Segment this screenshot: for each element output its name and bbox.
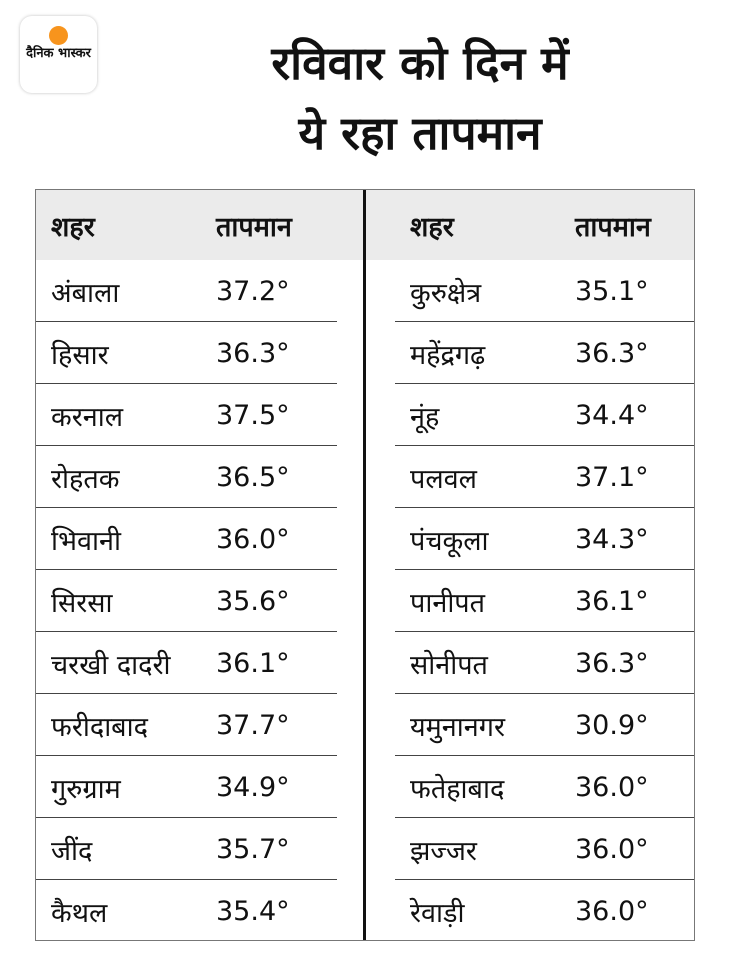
city-name: करनाल <box>51 401 124 433</box>
header-city: शहर <box>51 211 95 243</box>
table-row: सोनीपत 36.3° <box>365 632 694 694</box>
temperature-value: 36.3° <box>575 647 649 679</box>
table-row: पलवल 37.1° <box>365 446 694 508</box>
title-line-2: ये रहा तापमान <box>298 106 542 160</box>
header-city: शहर <box>410 211 454 243</box>
temperature-value: 36.0° <box>575 895 649 927</box>
city-name: रोहतक <box>51 463 120 495</box>
city-name: सोनीपत <box>410 649 488 681</box>
column-divider <box>363 190 366 940</box>
temperature-value: 36.3° <box>216 337 290 369</box>
table-header: शहर तापमान <box>36 190 365 260</box>
table-row: फतेहाबाद 36.0° <box>365 756 694 818</box>
city-name: सिरसा <box>51 587 113 619</box>
table-row: पानीपत 36.1° <box>365 570 694 632</box>
table-row: झज्जर 36.0° <box>365 818 694 880</box>
temperature-value: 36.0° <box>216 523 290 555</box>
temperature-value: 30.9° <box>575 709 649 741</box>
city-name: फरीदाबाद <box>51 711 148 743</box>
city-name: झज्जर <box>410 835 477 867</box>
table-right-half: शहर तापमान कुरुक्षेत्र 35.1° महेंद्रगढ़ 36.… <box>365 190 694 940</box>
dainik-bhaskar-logo: दैनिक भास्कर <box>20 16 97 93</box>
table-row: चरखी दादरी 36.1° <box>36 632 365 694</box>
city-name: पानीपत <box>410 587 486 619</box>
table-row: कैथल 35.4° <box>36 880 365 942</box>
temperature-value: 37.1° <box>575 461 649 493</box>
header-temp: तापमान <box>575 211 651 243</box>
table-left-half: शहर तापमान अंबाला 37.2° हिसार 36.3° करनाल 37.… <box>36 190 365 940</box>
table-row: सिरसा 35.6° <box>36 570 365 632</box>
city-name: अंबाला <box>51 277 120 309</box>
city-name: रेवाड़ी <box>410 897 465 929</box>
table-row: रोहतक 36.5° <box>36 446 365 508</box>
city-name: चरखी दादरी <box>51 649 171 681</box>
table-row: रेवाड़ी 36.0° <box>365 880 694 942</box>
table-row: कुरुक्षेत्र 35.1° <box>365 260 694 322</box>
city-name: यमुनानगर <box>410 711 506 743</box>
city-name: पंचकूला <box>410 525 489 557</box>
temperature-value: 36.3° <box>575 337 649 369</box>
temperature-value: 37.2° <box>216 275 290 307</box>
table-row: महेंद्रगढ़ 36.3° <box>365 322 694 384</box>
table-row: हिसार 36.3° <box>36 322 365 384</box>
temperature-value: 36.0° <box>575 771 649 803</box>
logo-text: दैनिक भास्कर <box>26 46 91 61</box>
temperature-value: 35.4° <box>216 895 290 927</box>
temperature-value: 37.7° <box>216 709 290 741</box>
table-row: भिवानी 36.0° <box>36 508 365 570</box>
temperature-value: 34.3° <box>575 523 649 555</box>
table-row: अंबाला 37.2° <box>36 260 365 322</box>
page-title: रविवार को दिन में ये रहा तापमान <box>110 28 730 168</box>
city-name: गुरुग्राम <box>51 773 121 805</box>
header-temp: तापमान <box>216 211 292 243</box>
city-name: फतेहाबाद <box>410 773 505 805</box>
table-row: नूंह 34.4° <box>365 384 694 446</box>
table-row: यमुनानगर 30.9° <box>365 694 694 756</box>
temperature-value: 36.5° <box>216 461 290 493</box>
city-name: महेंद्रगढ़ <box>410 339 486 371</box>
table-row: पंचकूला 34.3° <box>365 508 694 570</box>
table-header: शहर तापमान <box>365 190 694 260</box>
temperature-table: शहर तापमान अंबाला 37.2° हिसार 36.3° करनाल 37.… <box>35 189 695 941</box>
city-name: भिवानी <box>51 525 121 557</box>
temperature-value: 34.9° <box>216 771 290 803</box>
temperature-value: 35.1° <box>575 275 649 307</box>
city-name: कैथल <box>51 897 108 929</box>
temperature-value: 34.4° <box>575 399 649 431</box>
title-line-1: रविवार को दिन में <box>271 36 569 90</box>
temperature-value: 36.1° <box>575 585 649 617</box>
city-name: कुरुक्षेत्र <box>410 277 482 309</box>
city-name: हिसार <box>51 339 109 371</box>
temperature-value: 36.1° <box>216 647 290 679</box>
temperature-value: 37.5° <box>216 399 290 431</box>
temperature-value: 35.6° <box>216 585 290 617</box>
city-name: नूंह <box>410 401 440 433</box>
table-row: गुरुग्राम 34.9° <box>36 756 365 818</box>
city-name: पलवल <box>410 463 477 495</box>
table-row: करनाल 37.5° <box>36 384 365 446</box>
table-row: फरीदाबाद 37.7° <box>36 694 365 756</box>
table-row: जींद 35.7° <box>36 818 365 880</box>
sun-icon <box>49 26 68 45</box>
city-name: जींद <box>51 835 93 867</box>
temperature-value: 35.7° <box>216 833 290 865</box>
temperature-value: 36.0° <box>575 833 649 865</box>
